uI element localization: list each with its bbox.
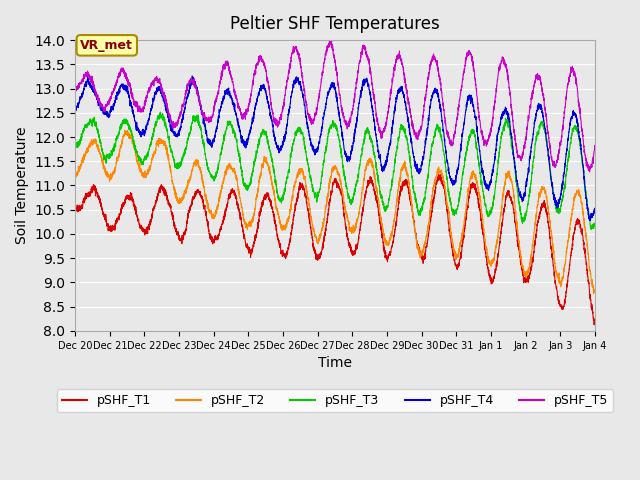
pSHF_T1 <box>216 227 224 233</box>
pSHF_T2 <box>121 127 129 133</box>
pSHF_T3 <box>183 144 191 150</box>
Line: pSHF_T2: pSHF_T2 <box>75 130 595 294</box>
Line: pSHF_T3: pSHF_T3 <box>75 112 595 229</box>
pSHF_T5 <box>327 36 335 42</box>
pSHF_T1 <box>71 206 79 212</box>
pSHF_T2 <box>395 185 403 191</box>
pSHF_T2 <box>71 173 79 179</box>
Legend: pSHF_T1, pSHF_T2, pSHF_T3, pSHF_T4, pSHF_T5: pSHF_T1, pSHF_T2, pSHF_T3, pSHF_T4, pSHF… <box>57 389 613 412</box>
pSHF_T4 <box>591 205 598 211</box>
pSHF_T4 <box>188 73 196 79</box>
pSHF_T2 <box>183 185 191 191</box>
pSHF_T1 <box>591 318 598 324</box>
pSHF_T3 <box>588 227 595 232</box>
pSHF_T1 <box>591 319 598 325</box>
pSHF_T3 <box>71 143 79 148</box>
pSHF_T4 <box>395 90 403 96</box>
pSHF_T5 <box>71 90 79 96</box>
pSHF_T1 <box>385 251 393 257</box>
pSHF_T3 <box>395 138 403 144</box>
Y-axis label: Soil Temperature: Soil Temperature <box>15 127 29 244</box>
pSHF_T1 <box>182 223 190 228</box>
Text: VR_met: VR_met <box>81 39 133 52</box>
Line: pSHF_T4: pSHF_T4 <box>75 76 595 220</box>
pSHF_T2 <box>216 191 224 196</box>
pSHF_T4 <box>586 217 594 223</box>
pSHF_T4 <box>541 126 549 132</box>
pSHF_T5 <box>386 100 394 106</box>
X-axis label: Time: Time <box>318 356 352 370</box>
pSHF_T2 <box>541 189 549 195</box>
Line: pSHF_T1: pSHF_T1 <box>75 174 595 325</box>
pSHF_T5 <box>216 79 224 84</box>
pSHF_T3 <box>591 220 598 226</box>
pSHF_T5 <box>541 112 549 118</box>
pSHF_T5 <box>591 146 598 152</box>
pSHF_T3 <box>157 109 164 115</box>
pSHF_T5 <box>182 87 190 93</box>
pSHF_T1 <box>590 322 598 328</box>
pSHF_T4 <box>182 97 190 103</box>
pSHF_T2 <box>589 291 597 297</box>
pSHF_T1 <box>435 171 442 177</box>
pSHF_T4 <box>591 207 598 213</box>
Line: pSHF_T5: pSHF_T5 <box>75 39 595 172</box>
Title: Peltier SHF Temperatures: Peltier SHF Temperatures <box>230 15 440 33</box>
pSHF_T5 <box>591 143 598 148</box>
pSHF_T5 <box>395 53 403 59</box>
pSHF_T2 <box>386 238 394 244</box>
pSHF_T3 <box>216 152 224 158</box>
pSHF_T4 <box>216 108 224 113</box>
pSHF_T3 <box>541 132 549 137</box>
pSHF_T2 <box>591 288 598 294</box>
pSHF_T5 <box>586 169 593 175</box>
pSHF_T3 <box>386 195 394 201</box>
pSHF_T1 <box>541 207 549 213</box>
pSHF_T2 <box>591 288 598 294</box>
pSHF_T3 <box>591 223 598 229</box>
pSHF_T4 <box>386 145 394 151</box>
pSHF_T1 <box>395 200 403 205</box>
pSHF_T4 <box>71 108 79 114</box>
